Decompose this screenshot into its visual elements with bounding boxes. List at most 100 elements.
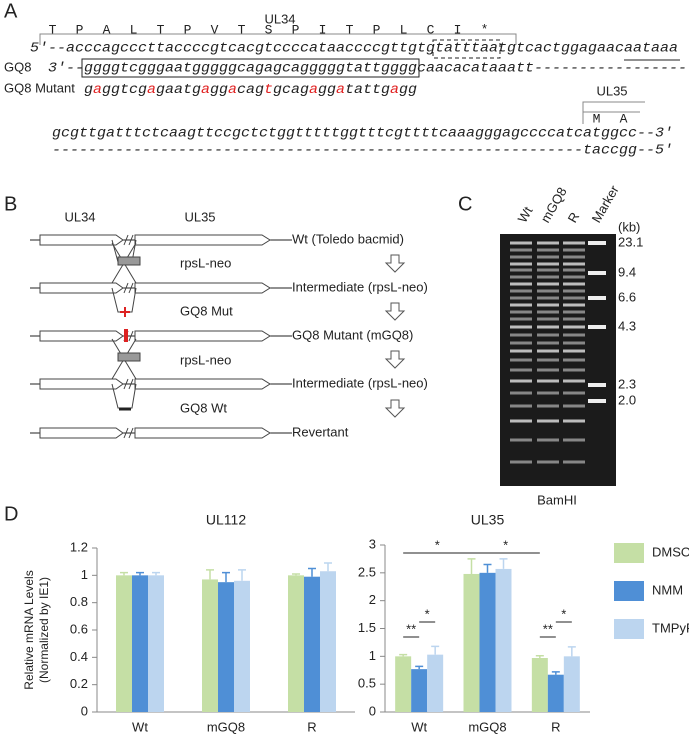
y-tick-label: 0 xyxy=(369,703,376,718)
row-label: Intermediate (rpsL-neo) xyxy=(292,375,428,390)
amino-acid: M xyxy=(593,111,601,126)
gel-band xyxy=(537,460,559,464)
gel-band xyxy=(563,268,585,272)
y-tick-label: 1 xyxy=(369,648,376,663)
gel-band xyxy=(563,296,585,300)
gel-band xyxy=(510,317,532,321)
significance-label: ** xyxy=(543,621,553,636)
amino-acid: P xyxy=(373,22,381,37)
row-label: Intermediate (rpsL-neo) xyxy=(292,279,428,294)
bar xyxy=(427,654,444,712)
ul34-bracket xyxy=(39,33,517,45)
bar xyxy=(547,674,564,712)
legend-label: TMPyP2 xyxy=(652,620,689,635)
bar xyxy=(132,575,148,712)
marker-size: 4.3 xyxy=(618,318,636,333)
error-bar xyxy=(222,571,230,583)
gel-band xyxy=(510,310,532,314)
bar xyxy=(202,579,218,712)
amino-acid: T xyxy=(49,22,57,37)
lane-label: Wt xyxy=(515,204,536,226)
gel-band xyxy=(510,341,532,345)
gel-band xyxy=(537,248,559,252)
amino-acid: V xyxy=(211,22,219,37)
gel-band xyxy=(537,349,559,353)
bar xyxy=(116,575,132,712)
gel-band xyxy=(537,262,559,266)
gel-band xyxy=(563,391,585,395)
gel-band xyxy=(510,460,532,464)
error-bar xyxy=(399,653,408,657)
y-tick-label: 1 xyxy=(81,567,88,582)
bar xyxy=(234,580,250,712)
error-bar xyxy=(324,562,332,572)
y-tick-label: 2 xyxy=(369,592,376,607)
legend-swatch xyxy=(614,619,644,639)
gel-band xyxy=(563,368,585,372)
gel-band xyxy=(563,255,585,259)
gel-band xyxy=(537,404,559,408)
gel-band xyxy=(563,341,585,345)
strand-label: GQ8 Mutant xyxy=(4,80,75,95)
y-tick-label: 2.5 xyxy=(358,564,376,579)
amino-acid: A xyxy=(620,111,628,126)
gel-band xyxy=(510,241,532,245)
error-bar xyxy=(431,645,440,655)
gene-label: UL34 xyxy=(264,11,295,26)
panel-label: C xyxy=(458,193,472,215)
x-tick-label: Wt xyxy=(132,719,148,734)
bar xyxy=(218,582,234,712)
gel-band xyxy=(563,358,585,362)
amino-acid: I xyxy=(319,22,327,37)
amino-acid: S xyxy=(265,22,273,37)
step-label: GQ8 Wt xyxy=(180,400,227,415)
sequence: ----------------------------------------… xyxy=(52,144,673,159)
bar xyxy=(148,575,164,712)
error-bar xyxy=(415,665,424,670)
error-bar xyxy=(551,671,560,675)
marker-band xyxy=(588,383,606,387)
gel-band xyxy=(563,241,585,245)
gel-band xyxy=(510,438,532,442)
row-label: Wt (Toledo bacmid) xyxy=(292,231,404,246)
legend-label: NMM xyxy=(652,582,683,597)
amino-acid: T xyxy=(346,22,354,37)
gel-band xyxy=(510,333,532,337)
gel-band xyxy=(510,255,532,259)
panel-label: A xyxy=(4,0,18,22)
gel-band xyxy=(537,341,559,345)
cloning-scheme: UL34 UL35 Wt (Toledo bacmid) Intermediat… xyxy=(29,209,428,439)
gel-band xyxy=(537,303,559,307)
sequence: 3′--ggggtcgggaatgggggcagagcagggggtattggg… xyxy=(48,62,687,77)
y-tick-label: 1.5 xyxy=(358,620,376,635)
gel-band xyxy=(563,325,585,329)
gel-band xyxy=(510,289,532,293)
bar xyxy=(304,576,320,712)
error-bar xyxy=(467,558,476,574)
gel-band xyxy=(537,333,559,337)
gel-band xyxy=(563,379,585,383)
gel-band xyxy=(510,268,532,272)
gel-band xyxy=(563,317,585,321)
significance-label: * xyxy=(503,537,508,552)
y-tick-label: 0.8 xyxy=(70,594,88,609)
gel-band xyxy=(563,460,585,464)
significance-label: ** xyxy=(406,621,416,636)
marker-size: 23.1 xyxy=(618,234,643,249)
gel-band xyxy=(510,275,532,279)
amino-acid: P xyxy=(184,22,192,37)
error-bar xyxy=(152,571,160,576)
significance-label: * xyxy=(561,606,566,621)
gel-band xyxy=(510,282,532,286)
gel-band xyxy=(537,296,559,300)
marker-size: 2.0 xyxy=(618,392,636,407)
legend-swatch xyxy=(614,543,644,563)
amino-acid: T xyxy=(157,22,165,37)
panel-label: B xyxy=(4,193,17,215)
gel-band xyxy=(510,296,532,300)
sequence: gcgttgatttctcaagttccgctctggtttttggtttcgt… xyxy=(52,127,673,142)
gel-band xyxy=(563,404,585,408)
gel-band xyxy=(510,379,532,383)
